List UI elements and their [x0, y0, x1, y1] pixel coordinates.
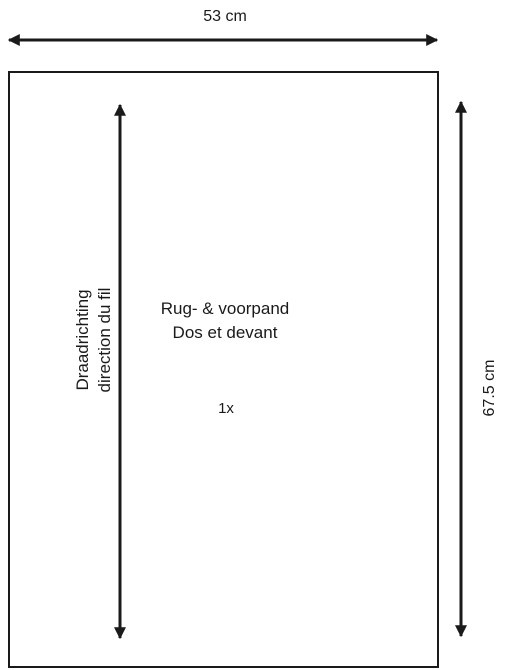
piece-name-fr: Dos et devant [172, 323, 278, 342]
piece-name: Rug- & voorpand Dos et devant [120, 297, 330, 345]
height-dimension-text: 67.5 cm [481, 359, 498, 417]
width-dimension-label: 53 cm [203, 8, 247, 25]
piece-name-nl: Rug- & voorpand [160, 299, 290, 318]
grainline-label-nl: Draadrichting [73, 289, 92, 391]
pattern-piece-outline [8, 71, 439, 668]
grainline-label-fr: direction du fil [95, 287, 114, 393]
cut-quantity: 1x [218, 400, 234, 417]
